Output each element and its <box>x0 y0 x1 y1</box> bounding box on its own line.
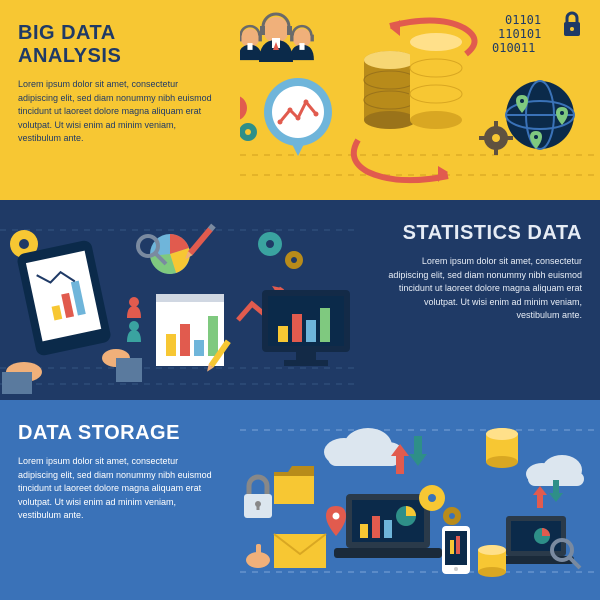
gear-icon <box>285 251 303 269</box>
binary-text-icon: 01101 <box>505 13 541 27</box>
lock-icon <box>564 13 580 36</box>
arrow-down-icon <box>409 436 427 466</box>
storage-body: Lorem ipsum dolor sit amet, consectetur … <box>18 455 218 523</box>
database-icon <box>486 428 518 468</box>
gear-icon <box>258 232 282 256</box>
statistics-text: STATISTICS DATA Lorem ipsum dolor sit am… <box>360 200 600 400</box>
statistics-illustration <box>0 200 360 400</box>
storage-illustration <box>240 400 600 600</box>
folder-icon <box>274 466 314 504</box>
storage-text: DATA STORAGE Lorem ipsum dolor sit amet,… <box>0 400 240 600</box>
envelope-icon <box>274 534 326 568</box>
hand-icon <box>102 349 142 382</box>
database-icon <box>364 33 462 129</box>
cloud-icon <box>324 428 404 466</box>
big-data-text: BIG DATA ANALYSIS Lorem ipsum dolor sit … <box>0 0 240 200</box>
gear-icon <box>419 485 445 511</box>
banner-storage: DATA STORAGE Lorem ipsum dolor sit amet,… <box>0 400 600 600</box>
arrow-up-icon <box>533 486 547 508</box>
big-data-title: BIG DATA ANALYSIS <box>18 22 222 68</box>
map-pin-icon <box>326 506 346 536</box>
statistics-art <box>0 200 360 400</box>
svg-text:110101: 110101 <box>498 27 541 41</box>
gear-icon <box>240 95 257 141</box>
chart-bubble-icon <box>264 78 332 156</box>
statistics-title: STATISTICS DATA <box>378 222 582 245</box>
storage-art <box>240 400 600 600</box>
pencil-icon <box>183 224 216 262</box>
lock-icon <box>244 477 272 518</box>
hand-icon <box>2 362 42 394</box>
big-data-art: 01101 110101 010011 <box>240 0 600 200</box>
people-icon <box>240 14 314 62</box>
big-data-body: Lorem ipsum dolor sit amet, consectetur … <box>18 78 218 146</box>
globe-icon <box>506 81 574 149</box>
person-icon <box>127 321 141 342</box>
monitor-icon <box>262 290 350 366</box>
database-icon <box>478 545 506 577</box>
tablet-icon <box>16 239 112 357</box>
svg-text:010011: 010011 <box>492 41 535 55</box>
phone-icon <box>442 526 470 574</box>
clipboard-icon <box>156 294 224 366</box>
statistics-body: Lorem ipsum dolor sit amet, consectetur … <box>382 255 582 323</box>
gear-icon <box>443 507 461 525</box>
banner-statistics: STATISTICS DATA Lorem ipsum dolor sit am… <box>0 200 600 400</box>
hand-icon <box>246 544 270 568</box>
storage-title: DATA STORAGE <box>18 422 222 445</box>
big-data-illustration: 01101 110101 010011 <box>240 0 600 200</box>
person-icon <box>127 297 141 318</box>
banner-big-data: BIG DATA ANALYSIS Lorem ipsum dolor sit … <box>0 0 600 200</box>
